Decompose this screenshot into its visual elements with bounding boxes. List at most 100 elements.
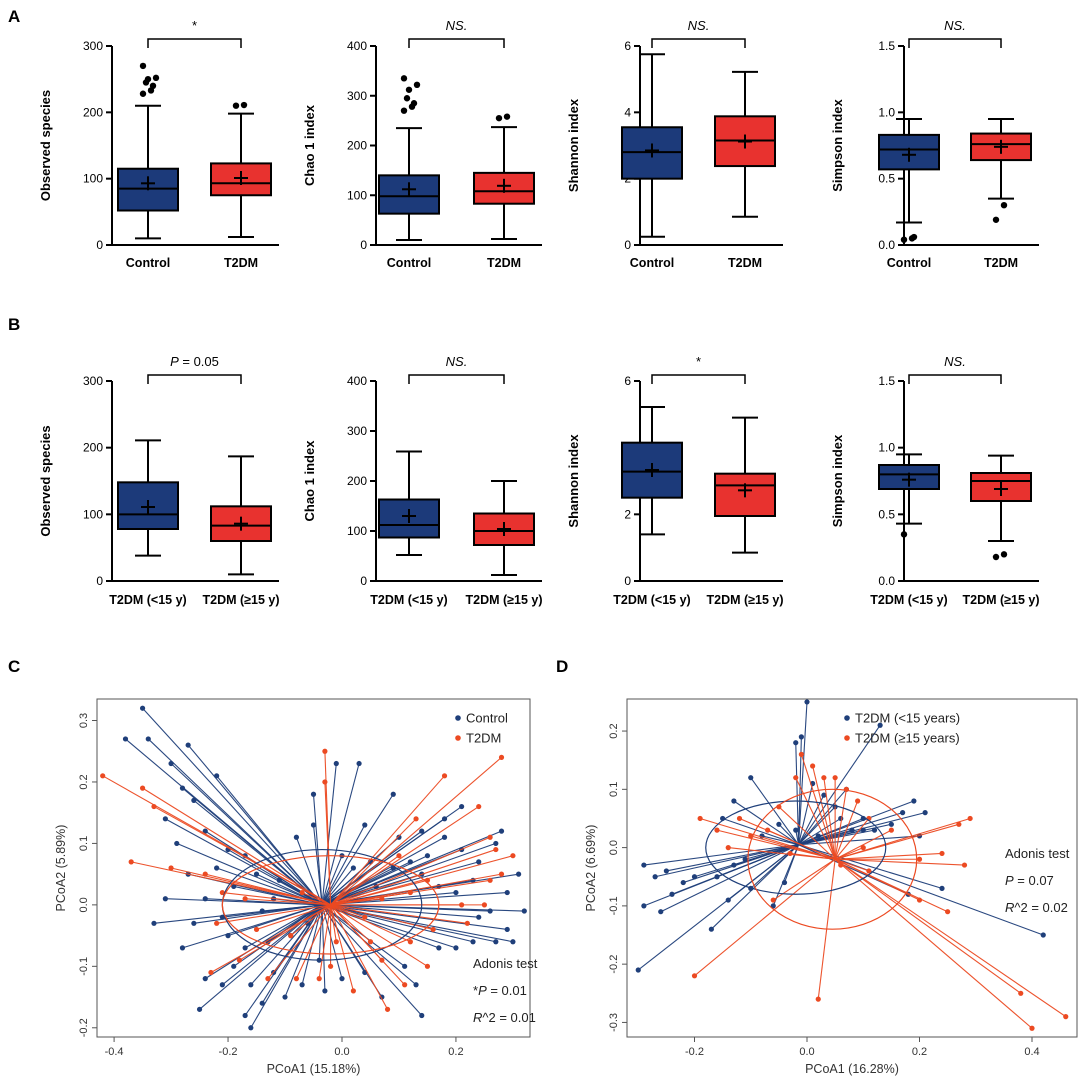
sample-point [413, 982, 419, 988]
sample-point [838, 815, 844, 822]
sample-point [202, 976, 208, 982]
x-category-label: T2DM (<15 y) [870, 593, 947, 607]
significance-bracket [147, 374, 242, 384]
spoke-line [330, 904, 411, 943]
y-tick-label: 1.5 [878, 374, 895, 388]
y-axis-label: Simpson index [830, 99, 845, 192]
sample-point [635, 967, 641, 973]
spoke-line [716, 844, 799, 878]
sample-point [214, 773, 220, 779]
spoke-line [204, 904, 323, 980]
x-tick-label: -0.2 [685, 1046, 704, 1058]
sample-point [259, 1000, 265, 1006]
iqr-box [878, 133, 940, 171]
spoke-line [716, 829, 836, 860]
outlier-point [144, 75, 152, 83]
sample-point [214, 865, 220, 871]
outlier-point [495, 114, 503, 122]
pcoa-plot-c: -0.4 -0.2 0.0 0.2 -0.2 -0.1 0.0 0.1 0.2 0.3 PCoA1 … [54, 698, 538, 1076]
spoke-line [205, 873, 331, 906]
adonis-p: *P = 0.01 [473, 983, 527, 998]
outlier-point [1000, 202, 1008, 209]
sample-point [510, 853, 516, 859]
spoke-line [165, 818, 323, 906]
spoke-line [227, 904, 323, 937]
sample-point [516, 871, 522, 877]
sample-point [714, 874, 720, 880]
sample-point [843, 786, 849, 792]
y-tick-label: 0.0 [878, 238, 895, 252]
pcoa-plot-d: -0.2 0.0 0.2 0.4 -0.3 -0.2 -0.1 0.0 0.1 0.2 PCoA1 … [584, 698, 1078, 1076]
spoke-line [250, 904, 323, 1029]
adonis-p: P = 0.07 [1005, 873, 1054, 888]
sample-point [162, 896, 168, 902]
sample-point [888, 827, 894, 833]
spoke-line [318, 904, 332, 979]
sample-point [731, 862, 737, 868]
y-tick-label: -0.1 [78, 957, 90, 976]
sample-point [407, 889, 413, 896]
y-tick-label: 0.1 [78, 836, 90, 851]
significance-bracket [408, 38, 505, 48]
significance-label: NS. [446, 354, 468, 369]
sample-point [242, 1012, 248, 1019]
boxplot-a4: Simpson index 0.0 0.5 1.0 1.5 Control T2DM NS. [830, 18, 1039, 270]
spoke-line [330, 756, 502, 906]
adonis-r2: R^2 = 0.02 [1005, 900, 1068, 915]
spoke-line [330, 879, 428, 906]
sample-point [231, 963, 237, 969]
sample-point [253, 926, 260, 933]
outlier-point [139, 90, 147, 97]
spoke-line [193, 904, 323, 924]
sample-point [855, 798, 861, 804]
sample-point [691, 973, 698, 979]
spoke-line [165, 898, 323, 906]
outlier-point [152, 74, 160, 82]
sample-point [168, 760, 174, 767]
y-tick-label: 300 [83, 374, 103, 388]
panel-letter-d: D [556, 657, 568, 676]
spoke-line [222, 892, 331, 906]
x-category-label: T2DM (≥15 y) [465, 593, 542, 607]
adonis-p-symbol: P [478, 983, 487, 998]
spoke-line [835, 852, 943, 860]
sample-point [402, 982, 408, 988]
sample-point [641, 903, 647, 909]
sample-point [282, 994, 288, 1000]
sample-point [248, 982, 254, 988]
legend-marker [844, 715, 850, 721]
y-tick-label: 200 [347, 474, 367, 488]
confidence-ellipse-red [221, 855, 440, 955]
outlier-point [139, 62, 147, 70]
box-group2: T2DM (≥15 y) [202, 455, 280, 607]
sample-point [350, 988, 356, 994]
adonis-p-symbol: P [1005, 873, 1014, 888]
outlier-point [992, 216, 1000, 223]
sample-point [288, 933, 294, 939]
spoke-line [321, 763, 360, 906]
sample-point [453, 945, 459, 951]
y-tick-label: -0.3 [608, 1013, 620, 1032]
series-blue [635, 699, 1046, 973]
sample-point [402, 963, 408, 969]
sample-point [436, 945, 442, 951]
sample-point [916, 856, 923, 862]
outlier-point [410, 100, 418, 107]
sample-point [939, 850, 945, 857]
spoke-line [795, 777, 836, 860]
y-axis-label: Simpson index [830, 434, 845, 527]
spoke-line [722, 817, 799, 846]
spoke-line [295, 904, 332, 979]
spoke-line [767, 829, 836, 860]
sample-point [225, 933, 231, 939]
boxplot-b4: Simpson index 0.0 0.5 1.0 1.5 T2DM (<15 y) T2D… [830, 354, 1040, 607]
y-tick-label: 100 [83, 172, 103, 186]
spoke-line [330, 904, 371, 943]
y-tick-label: 100 [347, 524, 367, 538]
series-red [691, 751, 1069, 1031]
sample-point [652, 874, 658, 880]
spoke-line [798, 788, 847, 846]
spoke-line [800, 754, 836, 860]
sample-point [470, 939, 476, 945]
